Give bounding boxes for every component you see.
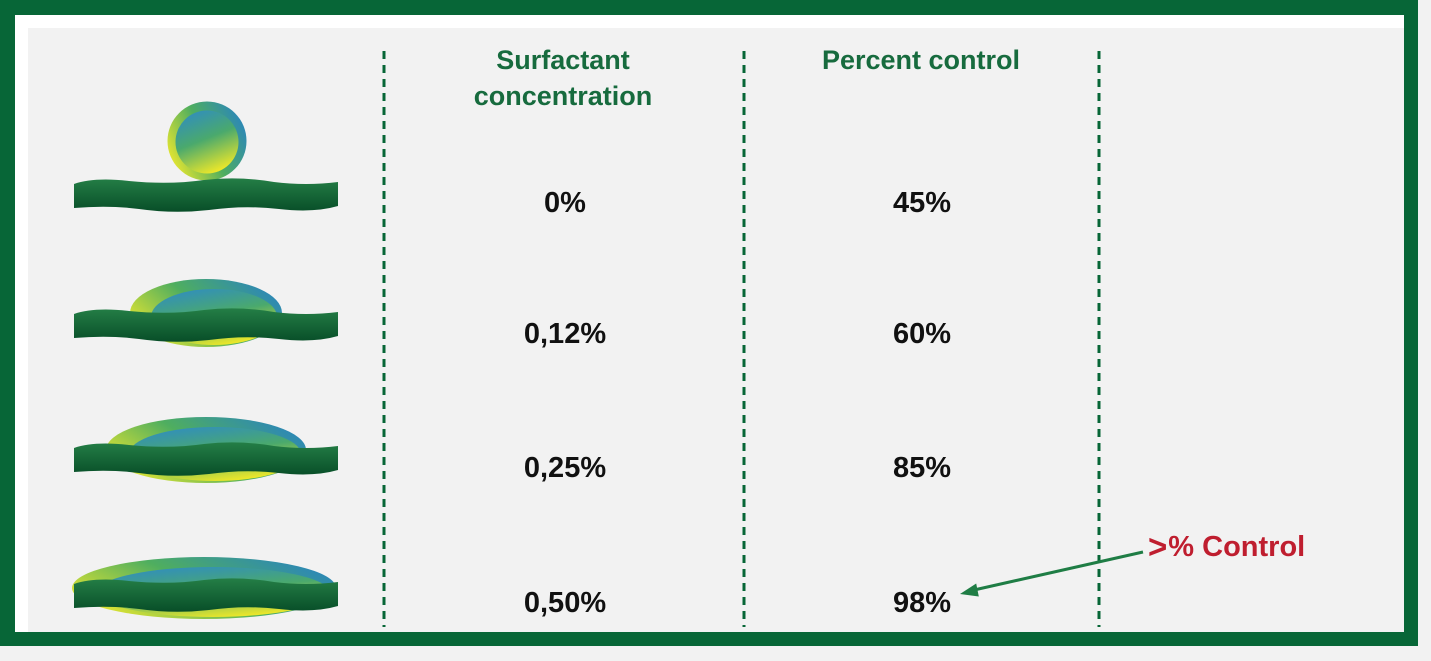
percent-control-annotation: >% Control [1148, 528, 1306, 565]
column-header-surfactant-concentration: Surfactant concentration [473, 45, 653, 111]
surfactant-value-row-4: 0,50% [523, 587, 607, 619]
percent-control-value-row-2: 60% [892, 318, 952, 350]
annotation-label: % Control [1168, 531, 1306, 563]
column-header-percent-control: Percent control [821, 45, 1021, 75]
percent-control-value-row-3: 85% [892, 452, 952, 484]
surfactant-value-row-3: 0,25% [523, 452, 607, 484]
percent-control-value-row-4: 98% [892, 587, 952, 619]
surfactant-value-row-1: 0% [544, 187, 586, 219]
surfactant-value-row-2: 0,12% [523, 318, 607, 350]
greater-than-symbol: > [1148, 528, 1169, 565]
percent-control-value-row-1: 45% [892, 187, 952, 219]
